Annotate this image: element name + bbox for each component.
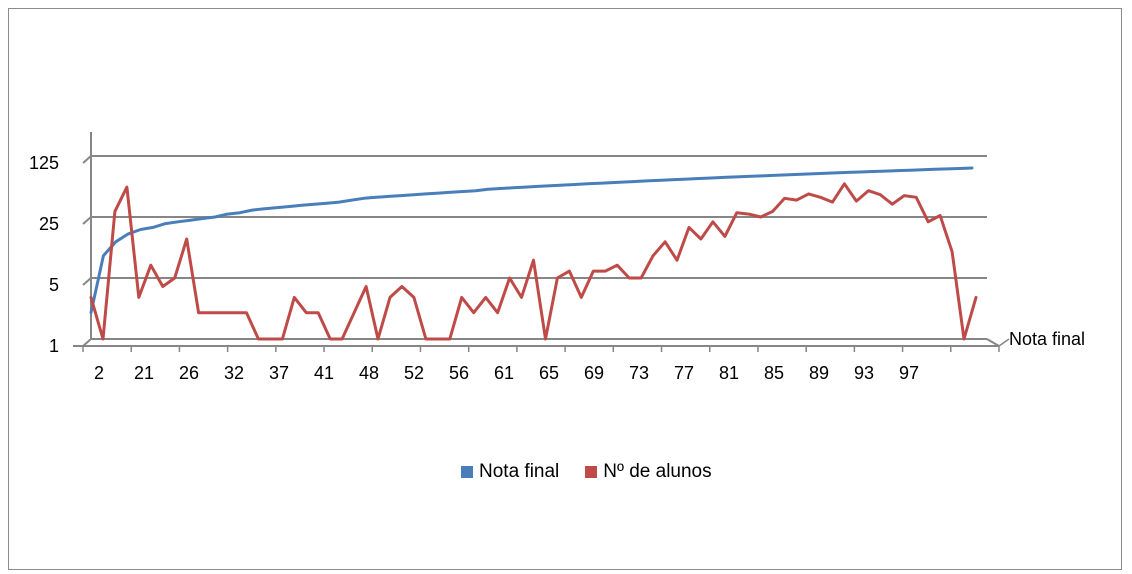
floor-right-edge	[986, 338, 1000, 347]
x-tick-label: 93	[854, 363, 874, 383]
x-tick-label: 56	[449, 363, 469, 383]
floor-left-edge	[82, 338, 92, 347]
x-tick-label: 81	[719, 363, 739, 383]
legend-item-nota-final: Nota final	[461, 461, 559, 483]
x-tick-label: 89	[809, 363, 829, 383]
x-tick-label: 26	[179, 363, 199, 383]
x-tick-label: 85	[764, 363, 784, 383]
legend: Nota final Nº de alunos	[461, 461, 738, 483]
series-line-n-de-alunos	[89, 182, 978, 341]
line-chart: 1 5 25 125 2 21 26 32 37 41 48 52 56 61 65 69 73 77 81 85 89…	[29, 132, 1085, 383]
legend-item-n-de-alunos: Nº de alunos	[585, 461, 712, 483]
legend-label-nota-final: Nota final	[479, 461, 560, 482]
x-tick-label: 21	[134, 363, 154, 383]
legend-swatch-n-de-alunos	[585, 466, 598, 478]
depth-axis-tick	[998, 338, 1010, 347]
x-tick-label: 65	[539, 363, 559, 383]
x-tick-label: 69	[584, 363, 604, 383]
x-tick-label: 77	[674, 363, 694, 383]
series-line-nota-final	[89, 166, 974, 315]
x-tick-label: 41	[314, 363, 334, 383]
x-tick-label: 2	[94, 363, 104, 383]
x-tick-label: 61	[494, 363, 514, 383]
x-tick-label: 52	[404, 363, 424, 383]
x-tick-label: 37	[269, 363, 289, 383]
chart-area: 1 5 25 125 2 21 26 32 37 41 48 52 56 61 65 69 73 77 81 85 89…	[8, 8, 1122, 570]
legend-swatch-nota-final	[461, 466, 473, 478]
y-tick-label: 125	[29, 153, 59, 173]
y-tick-label: 5	[49, 275, 59, 295]
x-tick-label: 32	[224, 363, 244, 383]
y-tick-label: 1	[49, 336, 59, 356]
gridline-side	[82, 155, 92, 164]
x-tick-label: 97	[899, 363, 919, 383]
x-tick-label: 73	[629, 363, 649, 383]
depth-axis-label: Nota final	[1009, 329, 1085, 349]
y-tick-label: 25	[39, 214, 59, 234]
legend-label-n-de-alunos: Nº de alunos	[603, 461, 712, 482]
gridline-side	[82, 216, 92, 225]
gridline-side	[82, 277, 92, 286]
x-tick-label: 48	[359, 363, 379, 383]
